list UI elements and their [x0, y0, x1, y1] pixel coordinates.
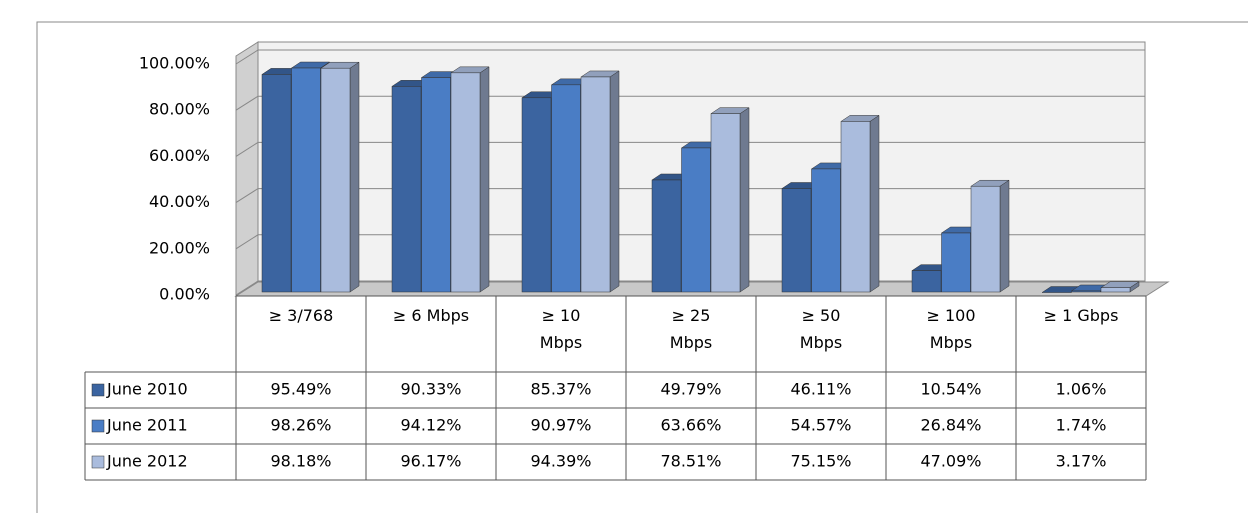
label-line: Mbps — [670, 333, 712, 352]
bar-side — [479, 66, 490, 293]
bar — [450, 66, 490, 293]
value-label: 85.37% — [530, 380, 591, 399]
value-label: 46.11% — [790, 380, 851, 399]
grid-line — [235, 49, 1145, 65]
legend-label: June 2010 — [106, 380, 188, 399]
value-label: 94.39% — [530, 452, 591, 471]
x-tick-label: ≥ 6 Mbps — [393, 306, 469, 325]
value-label: 47.09% — [920, 452, 981, 471]
bar-front — [291, 67, 321, 293]
bar-front — [421, 77, 451, 293]
bar-front — [391, 86, 422, 293]
bar-front — [970, 185, 1001, 293]
value-label: 75.15% — [790, 452, 851, 471]
x-tick-label: ≥ 10 Mbps — [540, 306, 582, 352]
y-tick-label: 100.00% — [139, 54, 210, 73]
bar — [320, 61, 360, 293]
bar — [1100, 281, 1140, 293]
label-line: Mbps — [800, 333, 842, 352]
bar — [580, 70, 620, 293]
value-label: 26.84% — [920, 416, 981, 435]
grid-line — [235, 95, 1145, 111]
label-line: ≥ 25 — [672, 306, 711, 325]
label-line: ≥ 6 Mbps — [393, 306, 469, 325]
label-line: ≥ 10 — [542, 306, 581, 325]
value-label: 95.49% — [270, 380, 331, 399]
y-tick-label: 40.00% — [149, 192, 210, 211]
legend-label: June 2011 — [106, 416, 188, 435]
legend-swatch — [91, 455, 105, 469]
label-line: ≥ 50 — [802, 306, 841, 325]
bar-front — [710, 113, 741, 293]
x-tick-label: ≥ 3/768 — [269, 306, 334, 325]
bar-front — [450, 72, 481, 293]
x-tick-label: ≥ 100 Mbps — [926, 306, 975, 352]
bar-front — [320, 67, 351, 293]
x-tick-label: ≥ 1 Gbps — [1044, 306, 1119, 325]
y-tick-label: 20.00% — [149, 238, 210, 257]
value-label: 98.18% — [270, 452, 331, 471]
value-label: 54.57% — [790, 416, 851, 435]
value-label: 98.26% — [270, 416, 331, 435]
legend-swatch — [91, 383, 105, 397]
legend-swatch — [91, 419, 105, 433]
value-label: 94.12% — [400, 416, 461, 435]
bar-side — [869, 114, 880, 293]
bar-front — [1071, 290, 1101, 293]
bar-front — [521, 97, 552, 293]
value-label: 78.51% — [660, 452, 721, 471]
label-line: Mbps — [930, 333, 972, 352]
label-line: Mbps — [540, 333, 582, 352]
x-tick-label: ≥ 50 Mbps — [800, 306, 842, 352]
bar — [710, 107, 750, 293]
value-label: 90.97% — [530, 416, 591, 435]
value-label: 63.66% — [660, 416, 721, 435]
bar-front — [580, 76, 611, 293]
y-tick-label: 60.00% — [149, 146, 210, 165]
data-table — [84, 295, 1147, 481]
bar-front — [1100, 287, 1131, 293]
bar — [840, 114, 880, 293]
value-label: 1.06% — [1056, 380, 1107, 399]
bar-front — [811, 168, 841, 293]
legend-label: June 2012 — [106, 452, 188, 471]
bar-front — [551, 84, 581, 293]
bar-front — [840, 121, 871, 293]
bar-front — [941, 232, 971, 293]
value-label: 1.74% — [1056, 416, 1107, 435]
value-label: 96.17% — [400, 452, 461, 471]
bar-side — [609, 70, 620, 293]
label-line: ≥ 100 — [926, 306, 975, 325]
bar-front — [261, 74, 292, 293]
bar-side — [349, 61, 360, 293]
x-tick-label: ≥ 25 Mbps — [670, 306, 712, 352]
bar-front — [781, 188, 812, 293]
bar-front — [681, 147, 711, 293]
y-tick-label: 80.00% — [149, 100, 210, 119]
bar-front — [911, 270, 942, 293]
bar — [970, 179, 1010, 293]
value-label: 3.17% — [1056, 452, 1107, 471]
label-line: ≥ 3/768 — [269, 306, 334, 325]
value-label: 49.79% — [660, 380, 721, 399]
label-line: ≥ 1 Gbps — [1044, 306, 1119, 325]
bar-front — [651, 179, 682, 293]
value-label: 10.54% — [920, 380, 981, 399]
bar-side — [999, 179, 1010, 293]
y-tick-label: 0.00% — [159, 285, 210, 304]
bar-side — [739, 107, 750, 293]
value-label: 90.33% — [400, 380, 461, 399]
